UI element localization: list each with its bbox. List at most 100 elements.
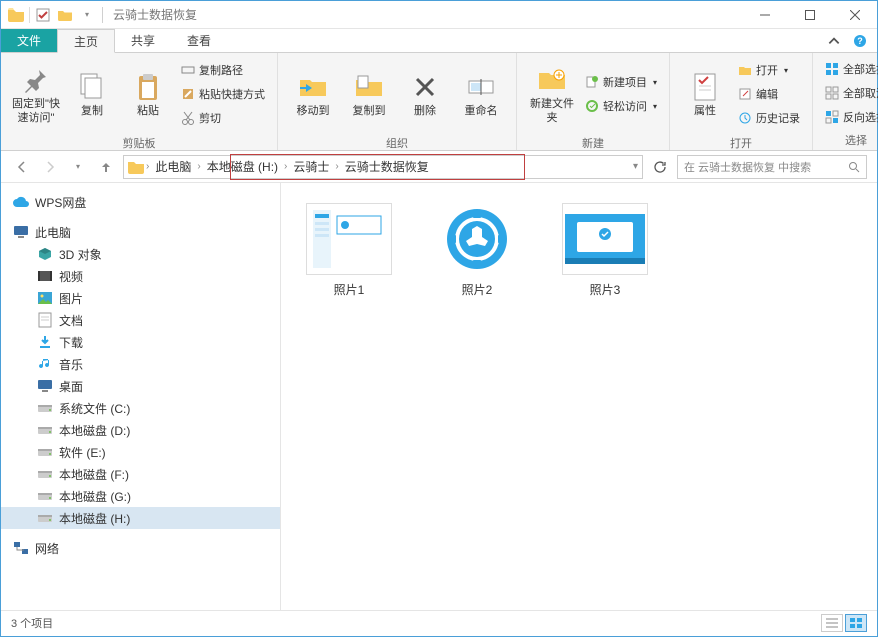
ribbon-group-new: 新建文件夹 新建项目▾ 轻松访问▾ 新建 bbox=[517, 53, 670, 150]
moveto-button[interactable]: 移动到 bbox=[286, 57, 340, 131]
sidebar-item-label: 下载 bbox=[59, 334, 83, 351]
paste-button[interactable]: 粘贴 bbox=[121, 57, 175, 131]
edit-button[interactable]: 编辑 bbox=[734, 83, 804, 105]
sidebar-item-network[interactable]: 网络 bbox=[1, 537, 280, 559]
sidebar-item-8[interactable]: 本地磁盘 (D:) bbox=[1, 419, 280, 441]
ribbon: 固定到"快速访问" 复制 粘贴 复制路径 粘贴快捷方式 剪切 剪贴板 移动到 bbox=[1, 53, 877, 151]
invert-button[interactable]: 反向选择 bbox=[821, 106, 878, 128]
tab-file[interactable]: 文件 bbox=[1, 29, 57, 52]
tab-home[interactable]: 主页 bbox=[57, 29, 115, 53]
copy-button[interactable]: 复制 bbox=[65, 57, 119, 131]
divider bbox=[29, 7, 30, 23]
copyto-icon bbox=[354, 70, 384, 104]
sidebar-item-0[interactable]: 3D 对象 bbox=[1, 243, 280, 265]
cube-icon bbox=[37, 246, 53, 262]
chevron-icon[interactable]: › bbox=[335, 161, 338, 172]
sidebar-item-label: 本地磁盘 (G:) bbox=[59, 488, 131, 505]
tab-view[interactable]: 查看 bbox=[171, 29, 227, 52]
chevron-down-icon[interactable]: ▾ bbox=[633, 161, 638, 172]
history-button[interactable]: 历史记录 bbox=[734, 107, 804, 129]
forward-button[interactable] bbox=[39, 156, 61, 178]
file-item-0[interactable]: 照片1 bbox=[301, 203, 397, 298]
view-details-button[interactable] bbox=[821, 614, 843, 632]
sidebar-item-5[interactable]: 音乐 bbox=[1, 353, 280, 375]
crumb-drive[interactable]: 本地磁盘 (H:) bbox=[203, 158, 282, 175]
chevron-icon[interactable]: › bbox=[284, 161, 287, 172]
path-icon bbox=[181, 63, 195, 77]
moveto-icon bbox=[298, 70, 328, 104]
sidebar-item-label: 3D 对象 bbox=[59, 246, 102, 263]
file-item-2[interactable]: 照片3 bbox=[557, 203, 653, 298]
properties-button[interactable]: 属性 bbox=[678, 57, 732, 131]
sidebar-item-label: 音乐 bbox=[59, 356, 83, 373]
pin-quickaccess-button[interactable]: 固定到"快速访问" bbox=[9, 57, 63, 131]
checkbox-icon[interactable] bbox=[34, 6, 52, 24]
newitem-button[interactable]: 新建项目▾ bbox=[581, 71, 661, 93]
crumb-folder1[interactable]: 云骑士 bbox=[289, 158, 333, 175]
sidebar-item-10[interactable]: 本地磁盘 (F:) bbox=[1, 463, 280, 485]
file-item-1[interactable]: 照片2 bbox=[429, 203, 525, 298]
folder-icon bbox=[128, 160, 144, 174]
file-thumbnail bbox=[562, 203, 648, 275]
cut-button[interactable]: 剪切 bbox=[177, 107, 269, 129]
file-view[interactable]: 照片1 照片2 照片3 bbox=[281, 183, 877, 610]
selectall-button[interactable]: 全部选择 bbox=[821, 58, 878, 80]
sidebar-item-label: 本地磁盘 (F:) bbox=[59, 466, 129, 483]
sidebar-item-wps[interactable]: WPS网盘 bbox=[1, 191, 280, 213]
sidebar-item-6[interactable]: 桌面 bbox=[1, 375, 280, 397]
open-button[interactable]: 打开▾ bbox=[734, 59, 804, 81]
sidebar-item-label: 图片 bbox=[59, 290, 83, 307]
sidebar-item-9[interactable]: 软件 (E:) bbox=[1, 441, 280, 463]
sidebar-item-7[interactable]: 系统文件 (C:) bbox=[1, 397, 280, 419]
sidebar-item-3[interactable]: 文档 bbox=[1, 309, 280, 331]
newfolder-button[interactable]: 新建文件夹 bbox=[525, 57, 579, 131]
chevron-icon[interactable]: › bbox=[146, 161, 149, 172]
search-input[interactable]: 在 云骑士数据恢复 中搜索 bbox=[677, 155, 867, 179]
quickaccess-button[interactable]: 轻松访问▾ bbox=[581, 95, 661, 117]
collapse-ribbon-icon[interactable] bbox=[827, 34, 841, 48]
crumb-thispc[interactable]: 此电脑 bbox=[151, 158, 195, 175]
crumb-folder2[interactable]: 云骑士数据恢复 bbox=[341, 158, 433, 175]
sidebar-item-11[interactable]: 本地磁盘 (G:) bbox=[1, 485, 280, 507]
close-button[interactable] bbox=[832, 1, 877, 29]
breadcrumb[interactable]: › 此电脑 › 本地磁盘 (H:) › 云骑士 › 云骑士数据恢复 ▾ bbox=[123, 155, 643, 179]
sidebar-item-1[interactable]: 视频 bbox=[1, 265, 280, 287]
delete-button[interactable]: 删除 bbox=[398, 57, 452, 131]
sidebar-item-4[interactable]: 下载 bbox=[1, 331, 280, 353]
drive-icon bbox=[37, 400, 53, 416]
cloud-icon bbox=[13, 194, 29, 210]
drive-icon bbox=[37, 510, 53, 526]
edit-icon bbox=[738, 87, 752, 101]
folder-icon bbox=[7, 6, 25, 24]
selectnone-button[interactable]: 全部取消 bbox=[821, 82, 878, 104]
rename-button[interactable]: 重命名 bbox=[454, 57, 508, 131]
back-button[interactable] bbox=[11, 156, 33, 178]
paste-shortcut-button[interactable]: 粘贴快捷方式 bbox=[177, 83, 269, 105]
folder-small-icon[interactable] bbox=[56, 6, 74, 24]
svg-text:?: ? bbox=[857, 36, 863, 46]
dropdown-icon[interactable]: ▾ bbox=[78, 6, 96, 24]
download-icon bbox=[37, 334, 53, 350]
sidebar-item-label: 软件 (E:) bbox=[59, 444, 106, 461]
maximize-button[interactable] bbox=[787, 1, 832, 29]
tab-share[interactable]: 共享 bbox=[115, 29, 171, 52]
sidebar-item-2[interactable]: 图片 bbox=[1, 287, 280, 309]
sidebar-item-12[interactable]: 本地磁盘 (H:) bbox=[1, 507, 280, 529]
network-icon bbox=[13, 540, 29, 556]
sidebar-item-thispc[interactable]: 此电脑 bbox=[1, 221, 280, 243]
recent-dropdown[interactable]: ▾ bbox=[67, 156, 89, 178]
newitem-icon bbox=[585, 75, 599, 89]
file-name: 照片2 bbox=[462, 281, 493, 298]
ribbon-group-select: 全部选择 全部取消 反向选择 选择 bbox=[813, 53, 878, 150]
help-icon[interactable]: ? bbox=[853, 34, 867, 48]
refresh-button[interactable] bbox=[649, 156, 671, 178]
copy-path-button[interactable]: 复制路径 bbox=[177, 59, 269, 81]
chevron-icon[interactable]: › bbox=[197, 161, 200, 172]
drive-icon bbox=[37, 488, 53, 504]
minimize-button[interactable] bbox=[742, 1, 787, 29]
pin-icon bbox=[22, 63, 50, 97]
ribbon-group-clipboard: 固定到"快速访问" 复制 粘贴 复制路径 粘贴快捷方式 剪切 剪贴板 bbox=[1, 53, 278, 150]
view-icons-button[interactable] bbox=[845, 614, 867, 632]
copyto-button[interactable]: 复制到 bbox=[342, 57, 396, 131]
up-button[interactable] bbox=[95, 156, 117, 178]
